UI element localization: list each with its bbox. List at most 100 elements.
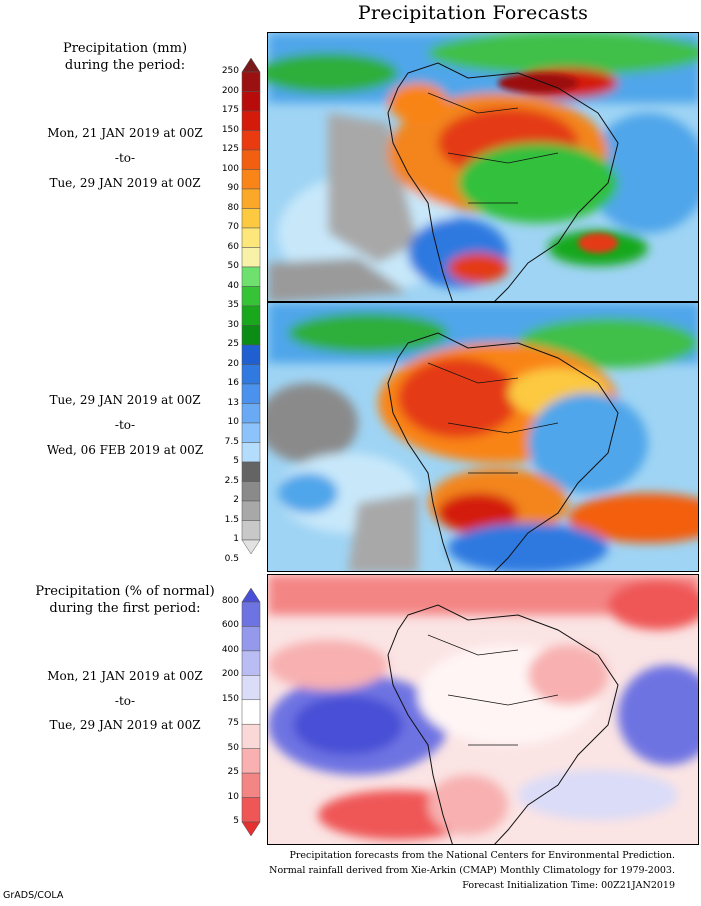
- colorbar-swatch: [241, 650, 261, 676]
- colorbar-tick-label: 16: [227, 378, 239, 388]
- colorbar-swatch: [241, 247, 261, 268]
- percent-header: Precipitation (% of normal) during the f…: [25, 583, 225, 617]
- mm-header-line2: during the period:: [64, 58, 186, 73]
- colorbar-tick-label: 50: [227, 742, 239, 753]
- colorbar-tick-label: 7.5: [224, 436, 239, 447]
- colorbar-swatch: [241, 110, 261, 131]
- colorbar-tick-label: 10: [227, 791, 239, 802]
- period2-end: Wed, 06 FEB 2019 at 00Z: [46, 443, 204, 457]
- precip-map-period1: [268, 33, 698, 301]
- footer-line2: Normal rainfall derived from Xie-Arkin (…: [269, 865, 675, 876]
- colorbar-swatch: [241, 57, 261, 73]
- colorbar-tick-label: 1: [233, 534, 239, 544]
- footer-line1: Precipitation forecasts from the Nationa…: [289, 850, 676, 861]
- percent-header-line1: Precipitation (% of normal): [35, 584, 215, 599]
- colorbar-tick-label: 200: [221, 85, 239, 96]
- page-title: Precipitation Forecasts: [357, 2, 589, 24]
- colorbar-swatch: [241, 149, 261, 170]
- colorbar-swatch: [241, 130, 261, 151]
- footer-line3: Forecast Initialization Time: 00Z21JAN20…: [462, 880, 675, 891]
- colorbar-tick-label: 2: [233, 495, 239, 505]
- colorbar-swatch: [241, 675, 261, 701]
- percent-header-line2: during the first period:: [49, 601, 201, 616]
- colorbar-tick-label: 25: [227, 339, 239, 349]
- colorbar-tick-label: 200: [221, 669, 239, 680]
- colorbar-swatch: [241, 587, 261, 603]
- colorbar-swatch: [241, 601, 261, 627]
- colorbar-swatch: [241, 71, 261, 92]
- colorbar-tick-label: 75: [227, 718, 239, 729]
- colorbar-tick-label: 25: [227, 767, 239, 778]
- period1-sep: -to-: [114, 151, 136, 165]
- colorbar-tick-label: 150: [221, 693, 239, 704]
- colorbar-swatch: [241, 383, 261, 404]
- colorbar-tick-label: 250: [221, 66, 239, 76]
- colorbar-swatch: [241, 461, 261, 482]
- colorbar-swatch: [241, 481, 261, 502]
- colorbar-tick-label: 600: [221, 620, 239, 631]
- colorbar-swatch: [241, 208, 261, 229]
- mm-colorbar-graphic: [241, 57, 261, 555]
- colorbar-swatch: [241, 91, 261, 112]
- colorbar-tick-label: 0.5: [224, 553, 239, 564]
- period2-start: Tue, 29 JAN 2019 at 00Z: [49, 393, 201, 407]
- colorbar-tick-label: 125: [221, 144, 239, 154]
- colorbar-tick-label: 2.5: [224, 475, 239, 486]
- colorbar-tick-label: 80: [227, 202, 239, 213]
- colorbar-tick-label: 13: [227, 397, 239, 408]
- colorbar-swatch: [241, 169, 261, 190]
- percent-normal-map: [268, 575, 698, 844]
- colorbar-swatch: [241, 325, 261, 346]
- colorbar-swatch: [241, 723, 261, 749]
- mm-header-line1: Precipitation (mm): [62, 41, 188, 56]
- colorbar-swatch: [241, 188, 261, 209]
- colorbar-swatch: [241, 797, 261, 823]
- colorbar-tick-label: 60: [227, 241, 239, 252]
- colorbar-tick-label: 5: [233, 816, 239, 826]
- colorbar-swatch: [241, 772, 261, 798]
- colorbar-tick-label: 50: [227, 261, 239, 271]
- percent-colorbar: [212, 587, 268, 837]
- colorbar-swatch: [241, 699, 261, 725]
- map-panel-period2: [267, 302, 699, 572]
- colorbar-tick-label: 10: [227, 417, 239, 427]
- period1-end: Tue, 29 JAN 2019 at 00Z: [49, 176, 201, 190]
- colorbar-tick-label: 175: [221, 105, 239, 115]
- colorbar-swatch: [241, 821, 261, 837]
- grads-credit: GrADS/COLA: [3, 890, 64, 901]
- colorbar-swatch: [241, 305, 261, 326]
- colorbar-swatch: [241, 422, 261, 443]
- colorbar-tick-label: 90: [227, 183, 239, 193]
- colorbar-tick-label: 100: [221, 163, 239, 174]
- mm-colorbar: [212, 57, 268, 555]
- period1-start: Mon, 21 JAN 2019 at 00Z: [47, 126, 203, 140]
- mm-header: Precipitation (mm) during the period:: [40, 40, 210, 74]
- colorbar-swatch: [241, 227, 261, 248]
- colorbar-tick-label: 5: [233, 456, 239, 466]
- colorbar-swatch: [241, 520, 261, 541]
- colorbar-swatch: [241, 403, 261, 424]
- colorbar-swatch: [241, 364, 261, 385]
- colorbar-swatch: [241, 344, 261, 365]
- colorbar-tick-label: 400: [221, 644, 239, 655]
- colorbar-swatch: [241, 442, 261, 463]
- period3-sep: -to-: [114, 694, 136, 708]
- colorbar-swatch: [241, 748, 261, 774]
- colorbar-swatch: [241, 539, 261, 555]
- colorbar-tick-label: 1.5: [224, 514, 239, 525]
- period3-start: Mon, 21 JAN 2019 at 00Z: [47, 669, 203, 683]
- period3-end: Tue, 29 JAN 2019 at 00Z: [49, 718, 201, 732]
- colorbar-swatch: [241, 286, 261, 307]
- precip-map-period2: [268, 303, 698, 571]
- colorbar-tick-label: 30: [227, 319, 239, 330]
- colorbar-tick-label: 35: [227, 300, 239, 310]
- colorbar-tick-label: 70: [227, 222, 239, 232]
- period2-sep: -to-: [114, 418, 136, 432]
- map-panel-percent-normal: [267, 574, 699, 845]
- percent-colorbar-graphic: [241, 587, 261, 837]
- colorbar-swatch: [241, 266, 261, 287]
- colorbar-swatch: [241, 500, 261, 521]
- colorbar-tick-label: 40: [227, 280, 239, 291]
- colorbar-swatch: [241, 626, 261, 652]
- map-panel-period1: [267, 32, 699, 302]
